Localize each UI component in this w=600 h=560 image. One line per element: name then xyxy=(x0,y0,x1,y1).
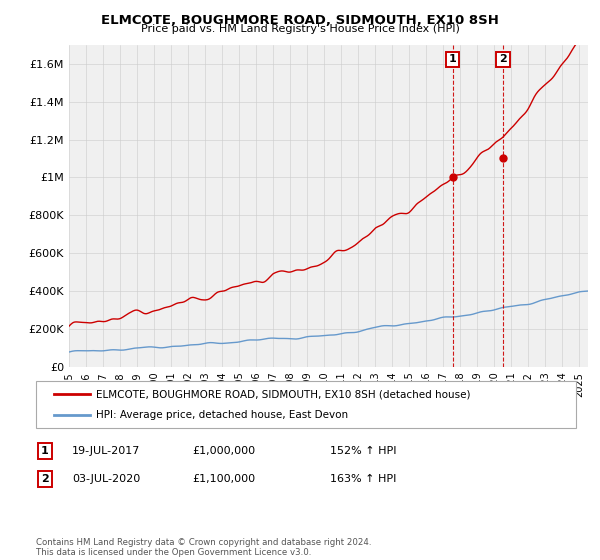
Text: £1,000,000: £1,000,000 xyxy=(192,446,255,456)
Text: ELMCOTE, BOUGHMORE ROAD, SIDMOUTH, EX10 8SH: ELMCOTE, BOUGHMORE ROAD, SIDMOUTH, EX10 … xyxy=(101,14,499,27)
Text: 1: 1 xyxy=(449,54,457,64)
Text: 1: 1 xyxy=(41,446,49,456)
Text: £1,100,000: £1,100,000 xyxy=(192,474,255,484)
Text: 03-JUL-2020: 03-JUL-2020 xyxy=(72,474,140,484)
Text: 152% ↑ HPI: 152% ↑ HPI xyxy=(330,446,397,456)
Text: Price paid vs. HM Land Registry's House Price Index (HPI): Price paid vs. HM Land Registry's House … xyxy=(140,24,460,34)
Text: 19-JUL-2017: 19-JUL-2017 xyxy=(72,446,140,456)
Text: 2: 2 xyxy=(41,474,49,484)
Text: HPI: Average price, detached house, East Devon: HPI: Average price, detached house, East… xyxy=(96,410,348,420)
Text: 2: 2 xyxy=(499,54,507,64)
Text: ELMCOTE, BOUGHMORE ROAD, SIDMOUTH, EX10 8SH (detached house): ELMCOTE, BOUGHMORE ROAD, SIDMOUTH, EX10 … xyxy=(96,389,470,399)
Text: Contains HM Land Registry data © Crown copyright and database right 2024.
This d: Contains HM Land Registry data © Crown c… xyxy=(36,538,371,557)
Text: 163% ↑ HPI: 163% ↑ HPI xyxy=(330,474,397,484)
